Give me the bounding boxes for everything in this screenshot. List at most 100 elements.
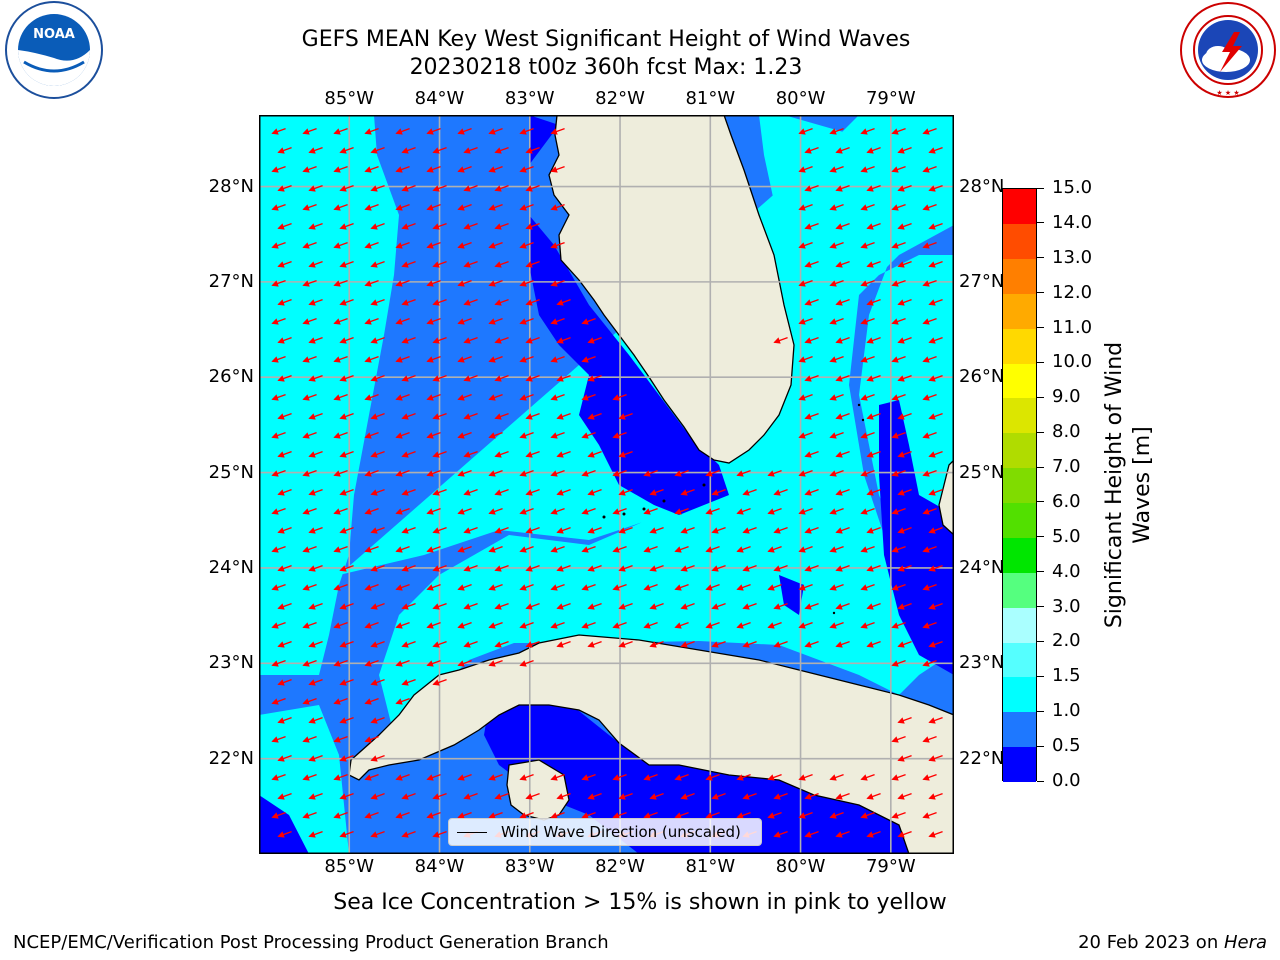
- colorbar-tick-mark: [1037, 536, 1044, 538]
- wave-arrow-head: [333, 774, 341, 781]
- wave-arrow-head: [618, 413, 626, 420]
- wave-arrow-head: [426, 432, 434, 439]
- colorbar-tick-mark: [1037, 710, 1044, 712]
- wave-arrow-head: [277, 679, 285, 686]
- wave-arrow-head: [928, 755, 936, 762]
- wave-arrow-head: [922, 356, 930, 363]
- wave-arrow-head: [798, 394, 806, 401]
- wave-arrow-head: [339, 489, 347, 496]
- wave-arrow-head: [897, 261, 905, 268]
- wave-arrow-head: [674, 584, 682, 591]
- lat-tick-label-right: 25°N: [959, 461, 1005, 483]
- wave-arrow-head: [860, 356, 868, 363]
- wave-arrow-head: [426, 356, 434, 363]
- cuba: [348, 634, 954, 854]
- wave-arrow-head: [897, 375, 905, 382]
- wave-arrow-head: [364, 128, 372, 135]
- lon-tick-label-top: 84°W: [414, 88, 465, 109]
- wave-arrow-head: [271, 242, 279, 249]
- wave-arrow-head: [277, 755, 285, 762]
- wave-arrow-head: [308, 793, 316, 800]
- wave-arrow-head: [463, 603, 471, 610]
- wave-arrow-head: [308, 299, 316, 306]
- wave-arrow-head: [798, 166, 806, 173]
- wave-arrow-head: [891, 470, 899, 477]
- wave-arrow-head: [302, 280, 310, 287]
- wave-arrow-head: [302, 774, 310, 781]
- wave-arrow-head: [835, 299, 843, 306]
- wave-arrow-head: [835, 641, 843, 648]
- lon-tick-label-top: 79°W: [865, 88, 916, 109]
- wave-arrow-head: [556, 451, 564, 458]
- wave-arrow-head: [922, 280, 930, 287]
- wave-arrow-head: [339, 679, 347, 686]
- wave-arrow-head: [339, 185, 347, 192]
- wave-arrow-head: [928, 451, 936, 458]
- wave-arrow-head: [649, 489, 657, 496]
- wave-arrow-head: [860, 166, 868, 173]
- wave-arrow-head: [457, 432, 465, 439]
- wave-arrow-head: [922, 166, 930, 173]
- wave-arrow-head: [395, 698, 403, 705]
- colorbar-tick-mark: [1037, 501, 1044, 503]
- wave-arrow-head: [463, 451, 471, 458]
- wave-arrow-head: [587, 565, 595, 572]
- lon-tick-label-top: 83°W: [504, 88, 555, 109]
- wave-arrow-head: [922, 470, 930, 477]
- wave-arrow-head: [643, 546, 651, 553]
- colorbar-segment: [1003, 677, 1036, 713]
- wave-arrow-head: [432, 261, 440, 268]
- wave-arrow-head: [835, 451, 843, 458]
- wave-arrow-head: [550, 812, 558, 819]
- wave-arrow-head: [618, 603, 626, 610]
- wave-arrow-head: [835, 527, 843, 534]
- wave-arrow-head: [736, 508, 744, 515]
- wave-arrow-head: [277, 451, 285, 458]
- wave-arrow-head: [302, 470, 310, 477]
- wave-arrow-head: [829, 470, 837, 477]
- wave-arrow-head: [364, 166, 372, 173]
- wave-arrow-head: [525, 793, 533, 800]
- wave-arrow-head: [804, 565, 812, 572]
- wave-arrow-head: [798, 812, 806, 819]
- wave-arrow-head: [767, 546, 775, 553]
- wave-arrow-head: [581, 432, 589, 439]
- wave-arrow-head: [922, 128, 930, 135]
- wave-arrow-head: [339, 299, 347, 306]
- wave-arrow-head: [370, 755, 378, 762]
- wave-arrow-head: [308, 831, 316, 838]
- wave-arrow-head: [612, 508, 620, 515]
- wave-arrow-head: [457, 546, 465, 553]
- wave-arrow-head: [550, 774, 558, 781]
- wave-arrow-head: [271, 128, 279, 135]
- wave-arrow-head: [798, 622, 806, 629]
- wave-arrow-head: [339, 755, 347, 762]
- lon-tick-label-bottom: 79°W: [865, 856, 916, 877]
- wave-arrow-head: [519, 204, 527, 211]
- wave-arrow-head: [271, 546, 279, 553]
- wave-arrow-head: [519, 166, 527, 173]
- wave-arrow-head: [271, 622, 279, 629]
- wave-arrow-head: [494, 489, 502, 496]
- wave-arrow-head: [519, 622, 527, 629]
- wave-arrow-head: [649, 641, 657, 648]
- wave-arrow-head: [333, 736, 341, 743]
- wave-arrow-head: [581, 356, 589, 363]
- wave-arrow-head: [891, 242, 899, 249]
- colorbar-segment: [1003, 712, 1036, 748]
- wave-arrow-head: [860, 470, 868, 477]
- lon-tick-label-top: 80°W: [775, 88, 826, 109]
- wave-arrow-head: [804, 603, 812, 610]
- wave-arrow-head: [550, 508, 558, 515]
- wave-arrow-head: [308, 489, 316, 496]
- wave-arrow-head: [333, 128, 341, 135]
- wave-arrow-head: [432, 413, 440, 420]
- wave-arrow-head: [463, 375, 471, 382]
- lon-tick-label-top: 81°W: [685, 88, 736, 109]
- wave-arrow-head: [525, 147, 533, 154]
- lat-tick-label-left: 25°N: [208, 461, 254, 483]
- wave-arrow-head: [773, 565, 781, 572]
- wave-arrow-head: [457, 318, 465, 325]
- lon-tick-label-bottom: 83°W: [504, 856, 555, 877]
- colorbar-segment: [1003, 572, 1036, 608]
